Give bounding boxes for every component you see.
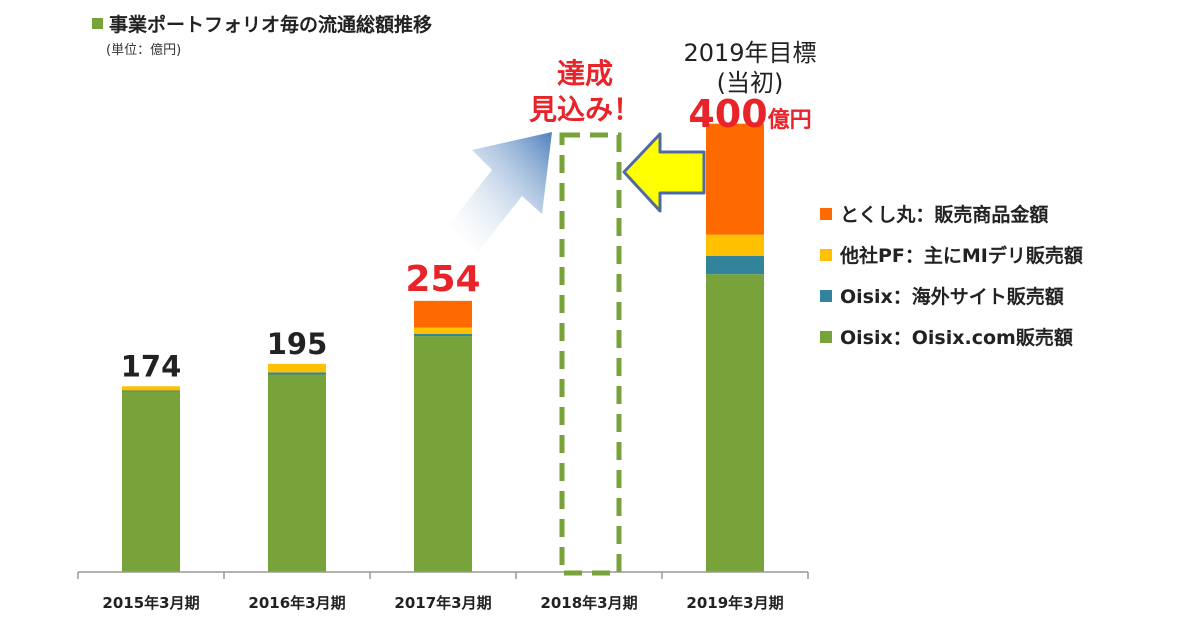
bar-segment-0-2 <box>122 386 180 391</box>
bar-segment-0-1 <box>122 390 180 392</box>
bar-segment-4-0 <box>706 274 764 572</box>
bar-segment-4-1 <box>706 256 764 275</box>
x-ticks-layer <box>77 572 809 579</box>
legend-item: 他社PF：主にMIデリ販売額 <box>820 241 1083 268</box>
bar-total-labels: 174 195 254 <box>121 259 481 383</box>
achievement-callout: 達成 見込み！ <box>510 56 660 128</box>
achieve-line-2: 見込み！ <box>528 93 641 126</box>
x-tick-label: 2019年3月期 <box>686 594 783 612</box>
goal-unit: 億円 <box>767 108 812 133</box>
goal-line-2: (当初) <box>716 69 784 97</box>
chart-title-text: 事業ポートフォリオ毎の流通総額推移 <box>109 14 433 36</box>
bar-segment-0-0 <box>122 391 180 572</box>
legend-swatch-icon <box>820 207 832 220</box>
target-dashed-box <box>559 132 622 576</box>
bar-segment-4-2 <box>706 234 764 257</box>
legend-label: Oisix：海外サイト販売額 <box>840 286 1064 308</box>
left-arrow-icon <box>622 132 706 213</box>
x-tick-label: 2018年3月期 <box>540 594 637 612</box>
bar-segment-1-1 <box>268 372 326 375</box>
bar-total-label: 254 <box>405 259 480 300</box>
x-tick-label: 2017年3月期 <box>394 594 491 612</box>
bar-segment-1-0 <box>268 374 326 572</box>
bar-segment-1-2 <box>268 363 326 373</box>
legend-swatch-icon <box>820 248 832 261</box>
legend-label: Oisix：Oisix.com販売額 <box>840 327 1073 349</box>
chart-title-block: 事業ポートフォリオ毎の流通総額推移 (単位：億円) <box>92 10 432 58</box>
growth-arrow-icon <box>448 132 552 252</box>
bar-segment-2-1 <box>414 333 472 337</box>
bar-segment-2-2 <box>414 327 472 334</box>
title-square-icon <box>92 18 103 29</box>
legend-label: 他社PF：主にMIデリ販売額 <box>840 245 1083 267</box>
bar-total-label: 174 <box>121 349 182 383</box>
legend-item: とくし丸：販売商品金額 <box>820 200 1083 227</box>
goal-number: 400 <box>688 92 768 136</box>
bar-segment-4-3 <box>706 123 764 235</box>
legend-swatch-icon <box>820 289 832 302</box>
legend-swatch-icon <box>820 330 832 343</box>
bars-layer <box>122 123 764 572</box>
bar-segment-2-0 <box>414 336 472 572</box>
goal-value: 400億円 <box>650 92 850 136</box>
chart-unit: (単位：億円) <box>106 43 182 58</box>
goal-heading: 2019年目標 (当初) <box>650 38 850 98</box>
chart-title: 事業ポートフォリオ毎の流通総額推移 <box>92 10 432 37</box>
legend-item: Oisix：海外サイト販売額 <box>820 282 1083 309</box>
x-tick-label: 2016年3月期 <box>248 594 345 612</box>
x-tick-labels: 2015年3月期 2016年3月期 2017年3月期 2018年3月期 2019年3月期 <box>102 594 783 612</box>
goal-line-1: 2019年目標 <box>683 39 817 67</box>
x-tick-label: 2015年3月期 <box>102 594 199 612</box>
achieve-line-1: 達成 <box>556 57 613 90</box>
legend-label: とくし丸：販売商品金額 <box>840 204 1049 226</box>
bar-total-label: 195 <box>267 327 328 361</box>
bar-segment-2-3 <box>414 300 472 328</box>
legend-item: Oisix：Oisix.com販売額 <box>820 323 1083 350</box>
legend: とくし丸：販売商品金額他社PF：主にMIデリ販売額 Oisix：海外サイト販売額 O… <box>820 200 1083 350</box>
